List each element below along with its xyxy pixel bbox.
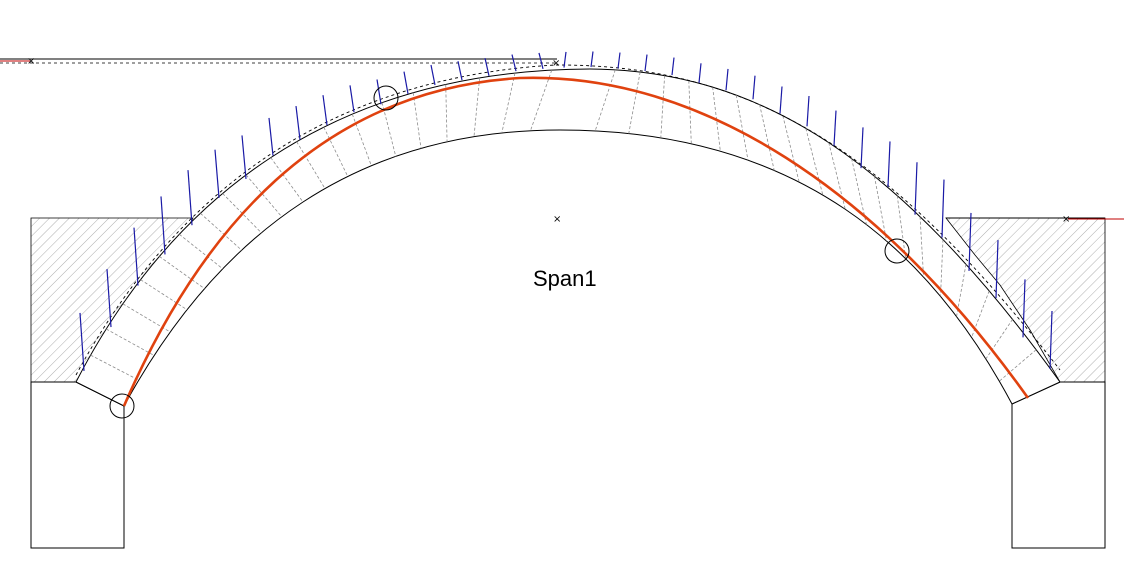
voussoir-joint — [688, 80, 692, 144]
voussoir-joint — [660, 75, 666, 138]
voussoir-joint — [851, 158, 867, 225]
load-vector — [860, 127, 864, 169]
load-vector — [214, 149, 220, 199]
left-abutment — [30, 381, 125, 549]
voussoir-joint — [140, 279, 188, 311]
load-vector — [563, 51, 567, 68]
voussoir-joint — [351, 114, 372, 166]
voussoir-joint — [381, 102, 397, 157]
load-vector — [590, 51, 594, 68]
load-vector — [538, 52, 544, 70]
load-vector — [349, 85, 355, 113]
span-label: Span1 — [533, 266, 597, 291]
load-vector — [671, 57, 675, 76]
load-vector — [133, 227, 139, 286]
voussoir-joint — [782, 115, 800, 183]
load-vector — [968, 212, 972, 271]
load-vectors — [79, 51, 1053, 371]
load-vector — [403, 71, 409, 94]
voussoir-joint — [985, 319, 1013, 360]
load-vector — [376, 79, 382, 105]
load-vector — [268, 117, 274, 156]
voussoir-joint — [270, 157, 304, 203]
thrust-line — [122, 76, 1030, 407]
load-vector — [806, 95, 810, 127]
marker-right: × — [1062, 214, 1070, 225]
right-abutment — [1011, 381, 1106, 549]
load-vector — [106, 268, 112, 328]
load-vector — [79, 312, 85, 371]
voussoir-joint — [530, 69, 553, 131]
marker-center: × — [553, 214, 561, 225]
voussoir-joint — [805, 128, 824, 196]
load-vector — [295, 105, 301, 140]
voussoir-joint — [896, 195, 906, 259]
hinge-left-haunch — [373, 85, 399, 111]
load-vector — [941, 179, 945, 238]
hinge-left-springing — [109, 393, 135, 419]
marker-top: × — [552, 58, 560, 69]
load-vector — [160, 196, 166, 255]
load-vector — [833, 110, 837, 146]
voussoir-joint — [159, 256, 205, 289]
load-vector — [617, 52, 621, 69]
voussoir-joint — [90, 354, 139, 381]
load-vector — [511, 54, 517, 72]
load-vector — [698, 63, 702, 83]
voussoir-joint — [940, 239, 944, 297]
right-backfill — [945, 217, 1106, 383]
voussoir-joint — [759, 104, 775, 171]
voussoir-joint — [179, 234, 223, 270]
load-vector — [241, 135, 247, 180]
voussoir-joint — [628, 71, 641, 134]
voussoir-joint — [412, 92, 422, 149]
voussoir-joint — [956, 264, 967, 317]
voussoir-joint — [445, 84, 448, 142]
load-vector — [187, 170, 193, 226]
load-vector — [322, 95, 328, 126]
load-vector — [644, 54, 648, 72]
voussoir-joint — [296, 141, 326, 189]
voussoir-joint — [245, 174, 283, 218]
load-vector — [779, 86, 783, 114]
marker-left: × — [27, 56, 35, 67]
fill-line-dashed — [75, 64, 1061, 376]
voussoir-joint — [323, 127, 349, 177]
voussoir-joint — [735, 95, 749, 161]
voussoir-joint — [919, 216, 924, 277]
load-vector — [995, 240, 999, 299]
voussoir-joint — [874, 176, 887, 242]
arch-barrel — [75, 68, 1061, 407]
hinge-right-haunch — [884, 238, 910, 264]
voussoir-joints — [90, 69, 1037, 382]
load-vector — [887, 141, 891, 187]
voussoir-joint — [106, 328, 155, 356]
load-vector — [457, 61, 463, 81]
load-vector — [752, 75, 756, 100]
load-vector — [1022, 279, 1026, 338]
load-vector — [430, 64, 436, 86]
voussoir-joint — [200, 213, 242, 251]
load-vector — [484, 58, 490, 77]
load-vector — [914, 162, 918, 215]
voussoir-joint — [594, 69, 616, 132]
load-vector — [725, 68, 729, 91]
voussoir-joint — [999, 349, 1037, 382]
load-vector — [1049, 310, 1053, 370]
voussoir-joint — [501, 73, 516, 134]
